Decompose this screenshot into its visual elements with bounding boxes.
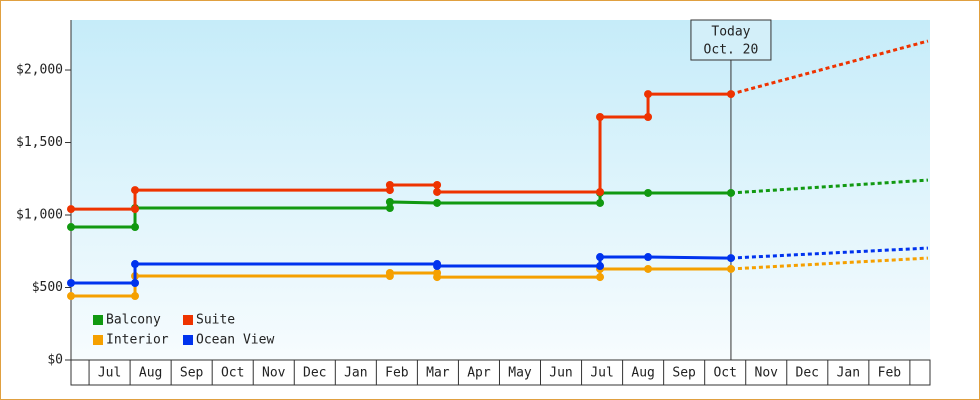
x-tick-label: Feb xyxy=(385,366,409,381)
x-tick-label: Jan xyxy=(344,366,367,381)
y-tick-label: $1,000 xyxy=(16,208,63,223)
x-tick-label: Dec xyxy=(303,366,326,381)
x-tick-label: Sep xyxy=(672,366,696,381)
data-point xyxy=(726,188,735,197)
data-point xyxy=(596,198,605,207)
x-tick-label: Mar xyxy=(426,366,450,381)
forecast-line xyxy=(730,39,929,96)
data-point xyxy=(385,197,394,206)
data-point xyxy=(131,260,140,269)
y-tick-label: $500 xyxy=(32,280,63,295)
x-tick-label: Oct xyxy=(221,366,244,381)
data-point xyxy=(726,264,735,273)
data-point xyxy=(67,223,75,232)
legend-label: Interior xyxy=(106,333,169,348)
y-tick-label: $0 xyxy=(47,353,63,368)
data-point xyxy=(433,180,442,189)
x-tick-label: Jul xyxy=(590,366,613,381)
legend-label: Suite xyxy=(196,313,235,328)
data-point xyxy=(131,205,140,214)
legend-label: Balcony xyxy=(106,313,161,328)
data-point xyxy=(596,273,605,282)
data-point xyxy=(596,253,605,262)
y-tick-label: $2,000 xyxy=(16,63,63,78)
data-point xyxy=(644,264,653,273)
data-point xyxy=(433,262,442,271)
legend-swatch xyxy=(93,335,103,345)
forecast-line xyxy=(730,246,929,260)
data-point xyxy=(385,180,394,189)
data-point xyxy=(596,187,605,196)
x-tick-label: Aug xyxy=(139,366,162,381)
legend-label: Ocean View xyxy=(196,333,274,348)
x-tick-label: Nov xyxy=(755,366,779,381)
data-point xyxy=(67,279,75,288)
data-point xyxy=(433,187,442,196)
data-point xyxy=(644,253,653,262)
x-tick-label: Jun xyxy=(549,366,572,381)
x-tick-label: Jan xyxy=(837,366,860,381)
today-label: Oct. 20 xyxy=(704,43,759,58)
x-tick-label: Dec xyxy=(796,366,819,381)
legend-swatch xyxy=(93,315,103,325)
legend-swatch xyxy=(183,315,193,325)
data-point xyxy=(433,273,442,282)
data-point xyxy=(385,269,394,278)
x-tick-label: Nov xyxy=(262,366,286,381)
data-point xyxy=(433,198,442,207)
x-tick-label: Apr xyxy=(467,366,491,381)
data-point xyxy=(726,90,735,99)
data-point xyxy=(131,279,140,288)
series-line xyxy=(71,191,731,229)
today-label: Today xyxy=(711,25,750,40)
data-point xyxy=(726,254,735,263)
data-point xyxy=(131,292,140,301)
data-point xyxy=(596,112,605,121)
data-point xyxy=(644,90,653,99)
x-tick-label: Jul xyxy=(98,366,121,381)
data-point xyxy=(67,292,75,301)
data-point xyxy=(131,186,140,195)
legend-swatch xyxy=(183,335,193,345)
data-point xyxy=(596,262,605,271)
x-tick-label: May xyxy=(508,366,532,381)
x-tick-label: Aug xyxy=(631,366,654,381)
data-point xyxy=(67,205,75,214)
data-point xyxy=(644,188,653,197)
forecast-line xyxy=(730,256,929,271)
data-point xyxy=(385,204,394,213)
x-tick-label: Feb xyxy=(878,366,902,381)
today-box xyxy=(690,19,772,61)
x-tick-label: Sep xyxy=(180,366,204,381)
forecast-line xyxy=(730,178,929,195)
data-point xyxy=(644,112,653,121)
x-tick-label: Oct xyxy=(713,366,736,381)
data-point xyxy=(131,223,140,232)
y-tick-label: $1,500 xyxy=(16,135,63,150)
